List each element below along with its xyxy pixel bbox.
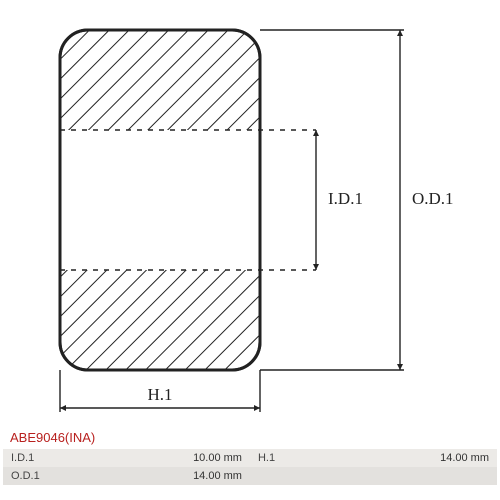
svg-text:I.D.1: I.D.1 xyxy=(328,189,363,208)
table-row: I.D.1 10.00 mm H.1 14.00 mm xyxy=(3,449,497,467)
spec-value xyxy=(339,467,497,485)
spec-value: 14.00 mm xyxy=(92,467,250,485)
part-number-title: ABE9046(INA) xyxy=(0,430,500,449)
spec-label: H.1 xyxy=(250,449,339,467)
spec-value: 14.00 mm xyxy=(339,449,497,467)
spec-label: O.D.1 xyxy=(3,467,92,485)
svg-text:H.1: H.1 xyxy=(147,385,172,404)
spec-label xyxy=(250,467,339,485)
section-drawing: O.D.1 I.D.1 H.1 xyxy=(0,0,500,430)
svg-text:O.D.1: O.D.1 xyxy=(412,189,454,208)
table-row: O.D.1 14.00 mm xyxy=(3,467,497,485)
spec-label: I.D.1 xyxy=(3,449,92,467)
spec-table: I.D.1 10.00 mm H.1 14.00 mm O.D.1 14.00 … xyxy=(3,449,497,485)
spec-value: 10.00 mm xyxy=(92,449,250,467)
drawing-area: O.D.1 I.D.1 H.1 xyxy=(0,0,500,430)
